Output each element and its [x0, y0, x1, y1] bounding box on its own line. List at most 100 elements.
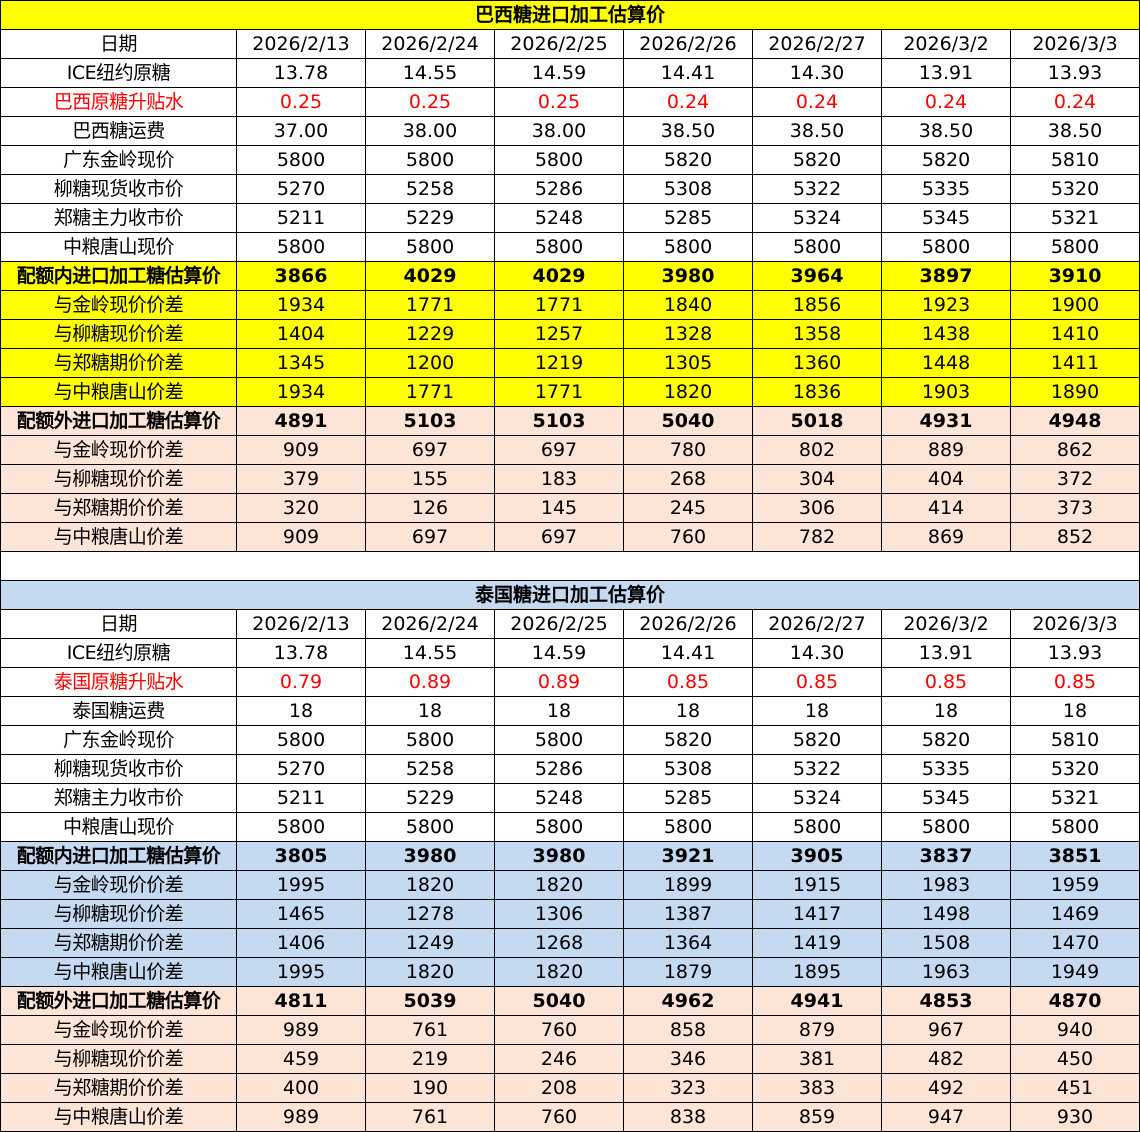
row-label-cell[interactable]: 与金岭现价价差: [0, 870, 237, 900]
value-cell[interactable]: 697: [365, 435, 495, 465]
value-cell[interactable]: 0.25: [365, 87, 495, 117]
value-cell[interactable]: 18: [752, 696, 882, 726]
value-cell[interactable]: 1364: [623, 928, 753, 958]
date-header-cell[interactable]: 2026/3/2: [881, 609, 1011, 639]
value-cell[interactable]: 1820: [623, 377, 753, 407]
value-cell[interactable]: 1820: [494, 870, 624, 900]
value-cell[interactable]: 5800: [881, 232, 1011, 262]
value-cell[interactable]: 967: [881, 1015, 1011, 1045]
value-cell[interactable]: 780: [623, 435, 753, 465]
value-cell[interactable]: 5324: [752, 783, 882, 813]
value-cell[interactable]: 13.91: [881, 638, 1011, 668]
value-cell[interactable]: 5800: [752, 232, 882, 262]
row-label-cell[interactable]: 柳糖现货收市价: [0, 174, 237, 204]
value-cell[interactable]: 1995: [236, 957, 366, 987]
value-cell[interactable]: 304: [752, 464, 882, 494]
value-cell[interactable]: 1469: [1009, 899, 1140, 929]
value-cell[interactable]: 4948: [1009, 406, 1140, 436]
value-cell[interactable]: 5800: [494, 232, 624, 262]
value-cell[interactable]: 909: [236, 522, 366, 552]
value-cell[interactable]: 1404: [236, 319, 366, 349]
value-cell[interactable]: 38.50: [881, 116, 1011, 146]
value-cell[interactable]: 37.00: [236, 116, 366, 146]
value-cell[interactable]: 5103: [494, 406, 624, 436]
value-cell[interactable]: 5800: [623, 232, 753, 262]
value-cell[interactable]: 5285: [623, 203, 753, 233]
value-cell[interactable]: 5800: [1009, 812, 1140, 842]
row-label-cell[interactable]: 泰国原糖升贴水: [0, 667, 237, 697]
row-label-cell[interactable]: 与柳糖现价价差: [0, 319, 237, 349]
value-cell[interactable]: 1820: [494, 957, 624, 987]
value-cell[interactable]: 1465: [236, 899, 366, 929]
value-cell[interactable]: 1229: [365, 319, 495, 349]
value-cell[interactable]: 0.85: [623, 667, 753, 697]
value-cell[interactable]: 13.78: [236, 58, 366, 88]
value-cell[interactable]: 1903: [881, 377, 1011, 407]
value-cell[interactable]: 18: [236, 696, 366, 726]
value-cell[interactable]: 5335: [881, 754, 1011, 784]
value-cell[interactable]: 1328: [623, 319, 753, 349]
value-cell[interactable]: 1949: [1009, 957, 1140, 987]
row-label-cell[interactable]: 与柳糖现价价差: [0, 464, 237, 494]
value-cell[interactable]: 4029: [494, 261, 624, 291]
value-cell[interactable]: 5211: [236, 783, 366, 813]
value-cell[interactable]: 1771: [365, 377, 495, 407]
value-cell[interactable]: 697: [494, 435, 624, 465]
value-cell[interactable]: 155: [365, 464, 495, 494]
value-cell[interactable]: 760: [494, 1015, 624, 1045]
value-cell[interactable]: 3980: [365, 841, 495, 871]
value-cell[interactable]: 14.55: [365, 638, 495, 668]
date-header-cell[interactable]: 2026/2/25: [494, 29, 624, 59]
value-cell[interactable]: 1387: [623, 899, 753, 929]
value-cell[interactable]: 5270: [236, 174, 366, 204]
value-cell[interactable]: 13.78: [236, 638, 366, 668]
value-cell[interactable]: 1305: [623, 348, 753, 378]
row-label-cell[interactable]: 泰国糖运费: [0, 696, 237, 726]
value-cell[interactable]: 0.24: [1009, 87, 1140, 117]
value-cell[interactable]: 400: [236, 1073, 366, 1103]
value-cell[interactable]: 5800: [365, 145, 495, 175]
value-cell[interactable]: 1879: [623, 957, 753, 987]
date-header-cell[interactable]: 2026/2/27: [752, 29, 882, 59]
value-cell[interactable]: 5248: [494, 203, 624, 233]
value-cell[interactable]: 4962: [623, 986, 753, 1016]
value-cell[interactable]: 5320: [1009, 754, 1140, 784]
value-cell[interactable]: 5321: [1009, 203, 1140, 233]
date-header-cell[interactable]: 2026/3/3: [1009, 609, 1140, 639]
value-cell[interactable]: 1856: [752, 290, 882, 320]
value-cell[interactable]: 940: [1009, 1015, 1140, 1045]
value-cell[interactable]: 38.00: [494, 116, 624, 146]
row-label-cell[interactable]: 与金岭现价价差: [0, 1015, 237, 1045]
value-cell[interactable]: 372: [1009, 464, 1140, 494]
date-header-cell[interactable]: 2026/3/2: [881, 29, 1011, 59]
value-cell[interactable]: 1995: [236, 870, 366, 900]
row-label-cell[interactable]: 巴西糖运费: [0, 116, 237, 146]
value-cell[interactable]: 1358: [752, 319, 882, 349]
value-cell[interactable]: 14.41: [623, 638, 753, 668]
value-cell[interactable]: 5322: [752, 754, 882, 784]
row-label-cell[interactable]: 与中粮唐山价差: [0, 522, 237, 552]
value-cell[interactable]: 889: [881, 435, 1011, 465]
value-cell[interactable]: 1895: [752, 957, 882, 987]
value-cell[interactable]: 18: [623, 696, 753, 726]
row-label-cell[interactable]: 配额内进口加工糖估算价: [0, 261, 237, 291]
value-cell[interactable]: 5800: [236, 232, 366, 262]
value-cell[interactable]: 1890: [1009, 377, 1140, 407]
value-cell[interactable]: 1820: [365, 957, 495, 987]
value-cell[interactable]: 14.30: [752, 638, 882, 668]
value-cell[interactable]: 0.24: [752, 87, 882, 117]
value-cell[interactable]: 760: [494, 1102, 624, 1132]
value-cell[interactable]: 5229: [365, 783, 495, 813]
value-cell[interactable]: 1820: [365, 870, 495, 900]
value-cell[interactable]: 879: [752, 1015, 882, 1045]
value-cell[interactable]: 5800: [494, 145, 624, 175]
section-title[interactable]: 巴西糖进口加工估算价: [0, 0, 1140, 30]
row-label-cell[interactable]: 日期: [0, 609, 237, 639]
value-cell[interactable]: 5800: [365, 812, 495, 842]
value-cell[interactable]: 18: [881, 696, 1011, 726]
value-cell[interactable]: 18: [365, 696, 495, 726]
value-cell[interactable]: 5810: [1009, 725, 1140, 755]
row-label-cell[interactable]: 柳糖现货收市价: [0, 754, 237, 784]
value-cell[interactable]: 0.85: [1009, 667, 1140, 697]
value-cell[interactable]: 1448: [881, 348, 1011, 378]
